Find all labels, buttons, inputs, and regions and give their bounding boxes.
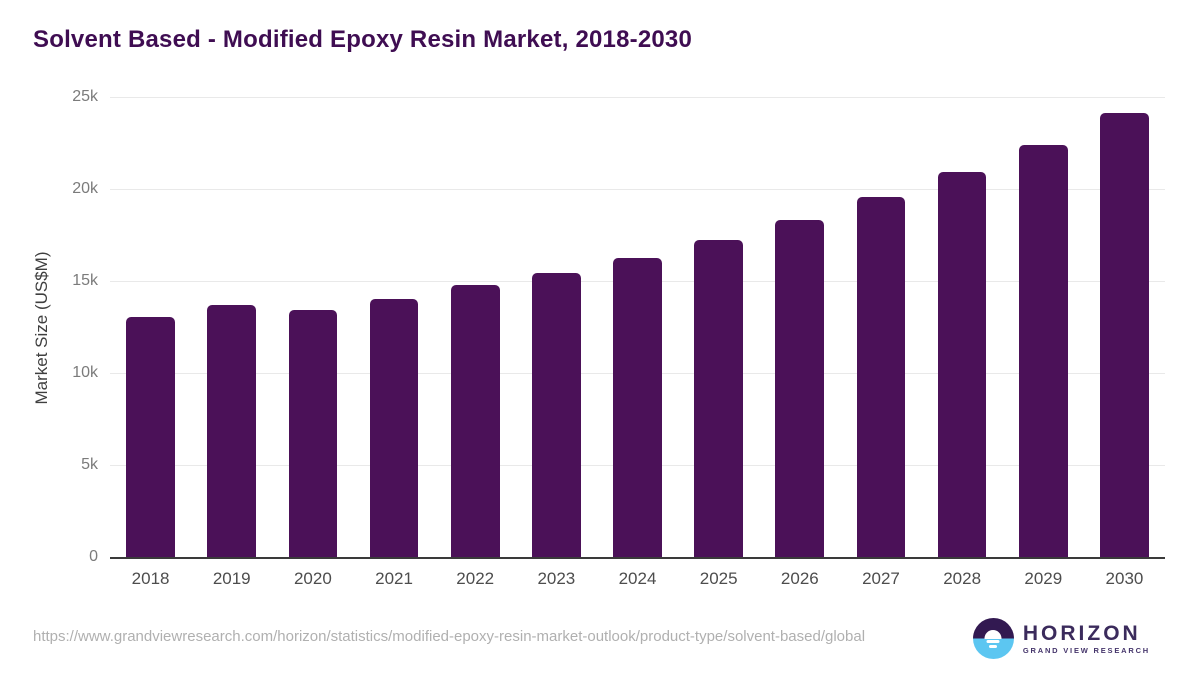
bar-slot-2026	[759, 97, 840, 557]
bar-slot-2025	[678, 97, 759, 557]
bar-2024[interactable]	[613, 257, 662, 557]
horizon-logo-icon	[972, 618, 1014, 659]
x-tick-label-2028: 2028	[943, 569, 982, 588]
bar-2028[interactable]	[937, 172, 987, 557]
logo-tagline-text: GRAND VIEW RESEARCH	[1022, 645, 1150, 655]
bar-2019[interactable]	[207, 305, 257, 557]
bar-2022[interactable]	[450, 285, 500, 557]
x-tick-label-2029: 2029	[1024, 569, 1063, 588]
bar-2026[interactable]	[775, 220, 825, 557]
bar-2020[interactable]	[288, 309, 338, 557]
bar-slot-2023	[516, 97, 597, 557]
bar-2030[interactable]	[1100, 112, 1149, 557]
bar-slot-2021	[353, 97, 434, 557]
bar-slot-2030	[1084, 97, 1165, 557]
sun-icon	[984, 630, 1002, 639]
bar-slot-2020	[272, 97, 353, 557]
y-tick-label-10k: 10k	[72, 364, 98, 381]
bar-slot-2019	[191, 97, 272, 557]
y-tick-label-5k: 5k	[81, 456, 98, 473]
chart-title: Solvent Based - Modified Epoxy Resin Mar…	[33, 26, 693, 53]
x-tick-label-2024: 2024	[618, 569, 657, 588]
bar-slot-2024	[597, 97, 678, 557]
bar-2018[interactable]	[126, 316, 175, 557]
y-tick-label-15k: 15k	[72, 272, 98, 289]
x-tick-label-2019: 2019	[212, 569, 251, 588]
x-tick-label-2022: 2022	[456, 569, 495, 588]
bar-2021[interactable]	[369, 299, 419, 557]
bar-slot-2028	[922, 97, 1003, 557]
gridline-20k	[110, 189, 1165, 190]
bar-2025[interactable]	[694, 239, 744, 557]
x-tick-label-2030: 2030	[1105, 569, 1144, 588]
bar-2027[interactable]	[856, 196, 906, 557]
bar-2029[interactable]	[1018, 144, 1068, 557]
y-tick-label-25k: 25k	[72, 88, 98, 105]
gridline-25k	[110, 97, 1165, 98]
x-tick-label-2021: 2021	[375, 569, 413, 588]
horizon-logo: HORIZON GRAND VIEW RESEARCH	[972, 618, 1150, 659]
bar-2023[interactable]	[532, 272, 581, 557]
bar-slot-2022	[435, 97, 516, 557]
y-tick-label-0: 0	[89, 548, 98, 565]
bar-slot-2027	[840, 97, 921, 557]
x-tick-label-2020: 2020	[293, 569, 332, 588]
x-tick-label-2027: 2027	[862, 569, 900, 588]
x-tick-label-2026: 2026	[780, 569, 819, 588]
logo-brand-text: HORIZON	[1022, 621, 1141, 645]
x-tick-label-2025: 2025	[699, 569, 738, 588]
x-axis-labels: 2018 2019 2020 2021 2022 2023 2024 2025 2026 2027…	[110, 569, 1165, 589]
x-tick-label-2018: 2018	[131, 569, 170, 588]
y-tick-label-20k: 20k	[72, 180, 98, 197]
bar-slot-2018	[110, 97, 191, 557]
bar-slot-2029	[1003, 97, 1084, 557]
x-tick-label-2023: 2023	[537, 569, 576, 588]
bars-layer	[110, 97, 1165, 557]
source-url: https://www.grandviewresearch.com/horizo…	[33, 628, 866, 645]
plot-area: 25k 20k 15k 10k 5k 0 2018 2019 2020 2021 2022 2023…	[72, 89, 1165, 588]
